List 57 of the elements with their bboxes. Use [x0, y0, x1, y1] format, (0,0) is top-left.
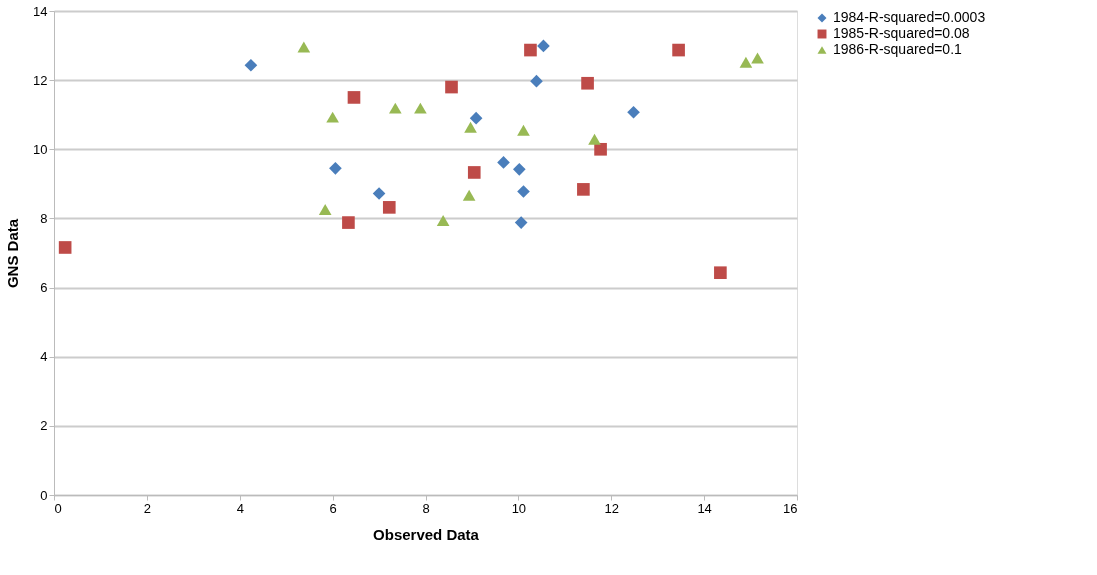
point — [372, 187, 386, 200]
point — [594, 142, 607, 156]
point — [388, 102, 402, 114]
point — [577, 183, 590, 196]
point — [581, 76, 594, 90]
point — [445, 80, 458, 94]
y-tick-label: 12 — [33, 72, 48, 88]
x-tick-label: 8 — [422, 500, 430, 516]
x-tick-label: 10 — [511, 500, 527, 516]
point — [347, 91, 361, 104]
y-tick-label: 10 — [33, 141, 48, 157]
x-tick-label: 0 — [54, 500, 62, 516]
point — [517, 185, 530, 198]
point — [467, 166, 481, 179]
point — [512, 163, 526, 176]
x-tick-label: 12 — [604, 500, 619, 516]
point — [464, 121, 477, 133]
point — [524, 43, 537, 57]
y-tick-label: 2 — [40, 418, 48, 434]
point — [672, 43, 685, 57]
legend-label: 1986-R-squared=0.1 — [833, 41, 963, 57]
x-tick-label: 4 — [236, 500, 244, 516]
point — [326, 111, 339, 123]
x-tick-label: 2 — [143, 500, 151, 516]
point — [537, 39, 550, 53]
point — [382, 201, 396, 214]
point — [436, 215, 450, 226]
point — [627, 105, 640, 119]
point — [318, 203, 332, 215]
point — [714, 266, 727, 280]
point — [329, 161, 342, 175]
y-tick-label: 8 — [40, 210, 48, 226]
y-axis-title: GNS Data — [4, 218, 22, 289]
point — [514, 216, 528, 229]
y-tick-label: 6 — [40, 280, 48, 296]
y-tick-label: 0 — [40, 487, 48, 503]
point — [469, 111, 483, 125]
x-tick-label: 14 — [697, 500, 712, 516]
point — [414, 102, 427, 114]
point — [588, 133, 601, 145]
point — [58, 241, 72, 254]
y-tick-label: 4 — [40, 349, 48, 365]
x-tick-label: 16 — [783, 500, 798, 516]
y-tick-label: 14 — [33, 3, 48, 19]
point — [497, 156, 510, 169]
legend-label: 1985-R-squared=0.08 — [833, 25, 970, 41]
x-tick-label: 6 — [329, 500, 337, 516]
point — [462, 189, 476, 201]
point — [530, 74, 543, 88]
legend-label: 1984-R-squared=0.0003 — [833, 9, 986, 25]
point — [751, 52, 764, 64]
point — [297, 41, 311, 53]
point — [517, 124, 530, 136]
point — [342, 216, 355, 229]
point — [244, 58, 258, 72]
x-axis-title: Observed Data — [373, 525, 480, 543]
point — [739, 56, 753, 68]
